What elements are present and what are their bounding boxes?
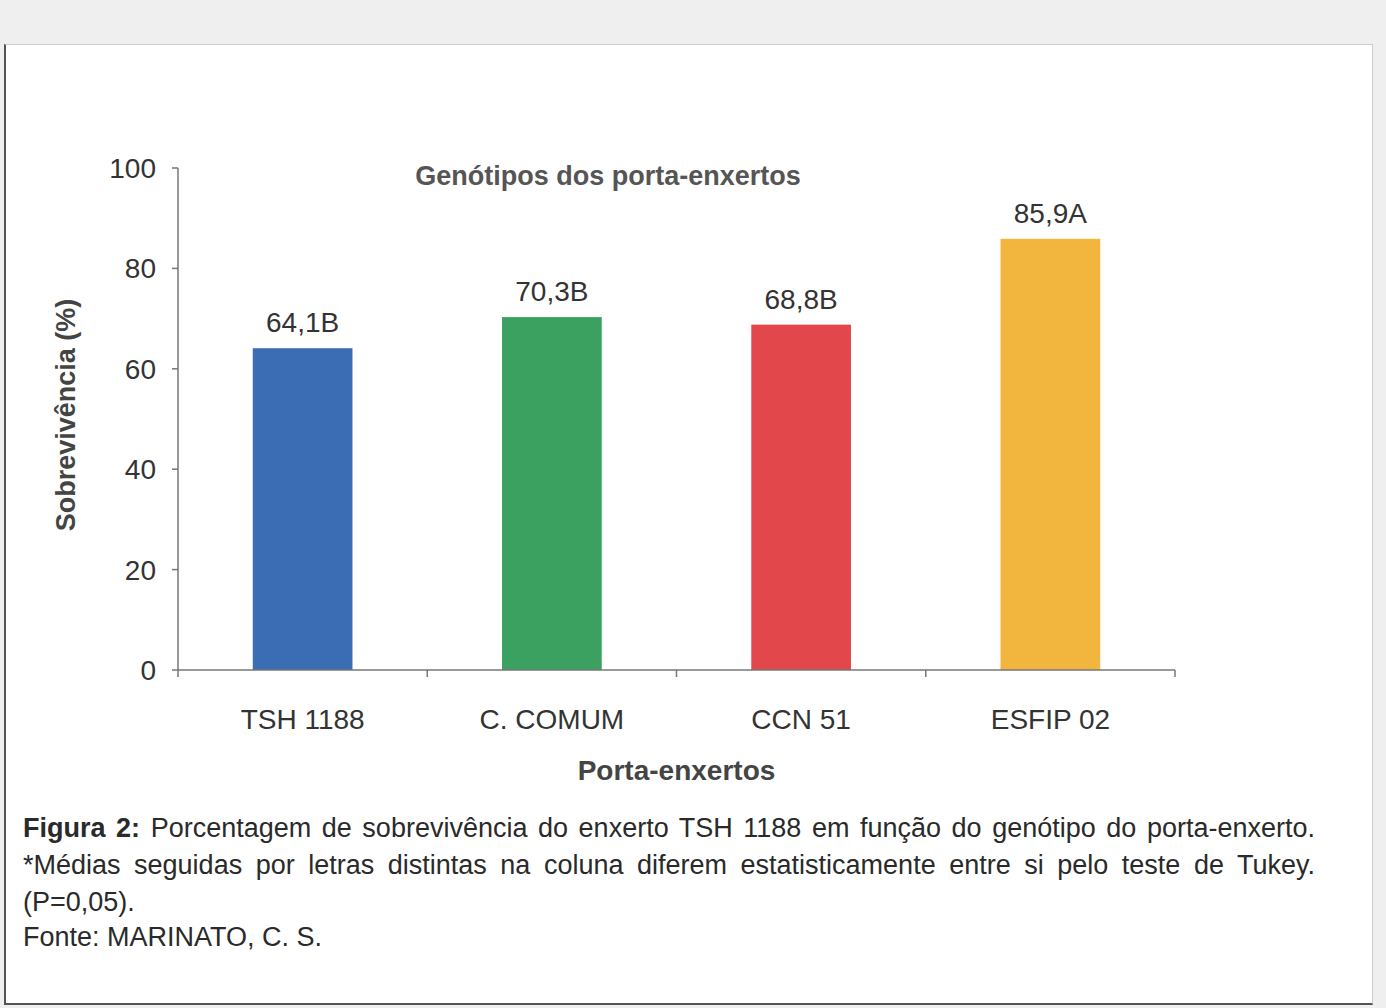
y-tick-label: 60 [125,354,156,385]
data-label: 70,3B [515,276,588,307]
x-tick [676,670,678,677]
title: Genótipos dos porta-enxertos [415,161,801,191]
x-axis-title: Porta-enxertos [578,755,776,786]
caption-text: Porcentagem de sobrevivência do enxerto … [23,813,1315,917]
x-tick-label: CCN 51 [751,704,851,735]
bar [253,348,353,670]
caption: Figura 2: Porcentagem de sobrevivência d… [23,810,1315,921]
x-tick [925,670,927,677]
caption-label: Figura 2: [23,813,140,843]
bars [253,239,1100,670]
bar [502,317,602,670]
y-tick [172,368,178,370]
bar [1001,239,1101,670]
y-tick-label: 40 [125,454,156,485]
data-label: 85,9A [1014,198,1087,229]
x-tick-label: C. COMUM [480,704,625,735]
y-axis [177,168,179,670]
y-tick-label: 80 [125,253,156,284]
chart: 0 20 40 60 80 100 TSH 1188 C. COMUM CCN 51 ESFIP … [0,0,1386,800]
y-tick-label: 100 [109,153,156,184]
y-tick-label: 0 [140,655,156,686]
data-label: 64,1B [266,307,339,338]
y-tick [172,569,178,571]
data-label: 68,8B [765,284,838,315]
source: Fonte: MARINATO, C. S. [23,922,322,953]
y-tick [172,669,178,671]
x-tick [427,670,429,677]
y-axis-title: Sobrevivência (%) [51,299,81,532]
y-tick-label: 20 [125,555,156,586]
y-tick [172,167,178,169]
y-tick [172,468,178,470]
x-tick [177,670,179,677]
bar [751,325,851,670]
x-tick-label: TSH 1188 [241,704,365,735]
x-tick-label: ESFIP 02 [991,704,1110,735]
x-tick [1174,670,1176,677]
y-tick [172,268,178,270]
